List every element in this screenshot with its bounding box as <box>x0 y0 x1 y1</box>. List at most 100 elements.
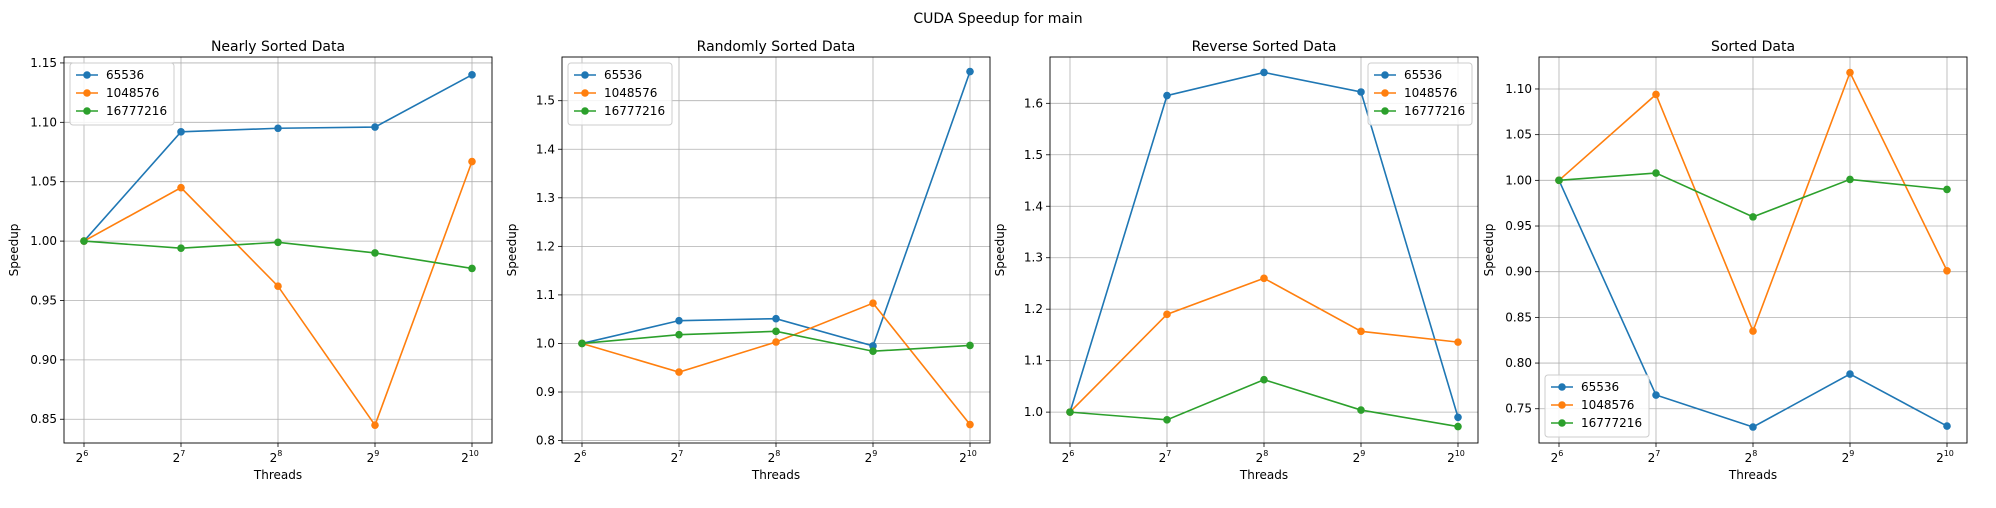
chart-3-x-tick-label: 28 <box>1745 449 1758 465</box>
chart-1-point-1048576 <box>772 338 780 346</box>
chart-3-y-tick-label: 0.75 <box>1505 402 1532 416</box>
chart-0-legend-label-16777216: 16777216 <box>106 104 167 118</box>
chart-0-x-tick-base: 2 <box>461 451 469 465</box>
chart-1-y-tick-label: 1.3 <box>536 191 555 205</box>
chart-2-point-1048576 <box>1163 310 1171 319</box>
chart-0-y-tick-label: 0.85 <box>30 412 57 426</box>
chart-1-y-tick-label: 1.5 <box>536 94 555 108</box>
chart-panel-reverse-sorted: Reverse Sorted Data 1.0 1.1 1.2 1.3 1.4 1.5 1.6… <box>993 39 1479 482</box>
chart-3-legend-swatch-marker <box>1558 383 1566 391</box>
chart-0-point-65536 <box>177 128 185 136</box>
chart-2-axes-frame <box>1049 56 1479 444</box>
chart-2-x-tick-label: 210 <box>1447 449 1465 465</box>
chart-0-point-16777216 <box>468 264 476 273</box>
chart-0-y-tick-label: 0.90 <box>30 353 57 367</box>
chart-3-point-65536 <box>1652 391 1660 399</box>
chart-3-y-tick-label: 1.10 <box>1505 82 1532 96</box>
chart-0-x-tick-label: 29 <box>367 449 380 465</box>
chart-2-point-16777216 <box>1357 406 1365 414</box>
chart-1-point-65536 <box>675 316 683 325</box>
chart-0-point-1048576 <box>177 183 185 192</box>
chart-0-legend-label-65536: 65536 <box>106 68 144 82</box>
chart-1-legend-label-16777216: 16777216 <box>604 104 665 118</box>
chart-2-x-tick-label: 28 <box>1256 449 1269 465</box>
chart-0-legend-swatch-marker <box>83 71 91 79</box>
chart-2-point-65536 <box>1260 68 1268 77</box>
chart-3-x-tick-base: 2 <box>1936 451 1944 465</box>
chart-1-x-tick-exponent: 8 <box>775 449 780 458</box>
chart-1-point-1048576 <box>966 420 974 429</box>
chart-0-y-tick-label: 1.10 <box>30 115 57 129</box>
chart-0-x-tick-base: 2 <box>270 451 278 465</box>
chart-1-point-1048576 <box>869 299 877 307</box>
chart-1-y-tick-label: 1.4 <box>536 142 555 156</box>
chart-2-point-65536 <box>1357 88 1365 96</box>
chart-3-point-1048576 <box>1846 68 1854 77</box>
chart-2-point-1048576 <box>1260 274 1268 283</box>
chart-3-title: Sorted Data <box>1711 39 1795 55</box>
chart-3-x-tick-base: 2 <box>1551 451 1559 465</box>
chart-0-point-1048576 <box>274 282 282 291</box>
chart-0-point-16777216 <box>274 238 282 247</box>
chart-3-legend-label-16777216: 16777216 <box>1581 416 1642 430</box>
chart-1-x-tick-base: 2 <box>865 451 873 465</box>
chart-1-point-1048576 <box>675 368 683 376</box>
chart-2-point-1048576 <box>1357 327 1365 336</box>
chart-2-x-tick-label: 27 <box>1159 449 1172 465</box>
chart-3-x-tick-exponent: 9 <box>1849 449 1854 458</box>
chart-3-x-tick-base: 2 <box>1842 451 1850 465</box>
chart-2-y-tick-label: 1.0 <box>1024 405 1043 419</box>
chart-1-y-tick-label: 1.0 <box>536 336 555 350</box>
chart-3-point-1048576 <box>1749 327 1757 335</box>
chart-3-legend-swatch-marker <box>1558 401 1566 409</box>
chart-0-point-16777216 <box>371 249 379 257</box>
chart-2-y-axis-label: Speedup <box>993 224 1007 277</box>
chart-0-point-16777216 <box>80 237 88 245</box>
chart-3-legend-box <box>1544 374 1650 438</box>
chart-1-point-65536 <box>772 314 780 323</box>
chart-3-y-tick-label: 0.90 <box>1505 265 1532 279</box>
chart-1-x-tick-label: 26 <box>574 449 587 465</box>
chart-3-y-tick-label: 1.05 <box>1505 128 1532 142</box>
chart-2-legend-swatch-marker <box>1381 71 1389 79</box>
chart-3-legend: 65536 1048576 16777216 <box>1544 374 1650 438</box>
chart-2-point-65536 <box>1454 413 1462 422</box>
chart-0-x-tick-base: 2 <box>76 451 84 465</box>
chart-3-y-axis-label: Speedup <box>1482 224 1496 277</box>
chart-1-y-axis-label: Speedup <box>505 224 519 277</box>
chart-1-legend-swatch-marker <box>581 89 589 97</box>
chart-3-point-16777216 <box>1943 185 1951 194</box>
chart-0-x-tick-label: 27 <box>173 449 186 465</box>
chart-3-point-65536 <box>1846 370 1854 378</box>
chart-2-x-tick-exponent: 9 <box>1360 449 1365 458</box>
chart-0-point-16777216 <box>177 244 185 253</box>
chart-3-point-65536 <box>1943 422 1951 430</box>
chart-1-point-16777216 <box>675 330 683 339</box>
chart-1-x-tick-label: 28 <box>768 449 781 465</box>
chart-1-x-tick-base: 2 <box>671 451 679 465</box>
chart-1-x-tick-exponent: 10 <box>967 449 977 458</box>
chart-3-x-tick-exponent: 10 <box>1944 449 1954 458</box>
chart-1-point-65536 <box>869 342 877 350</box>
chart-0-legend: 65536 1048576 16777216 <box>69 62 175 126</box>
chart-1-legend-label-1048576: 1048576 <box>604 86 657 100</box>
chart-2-y-tick-label: 1.5 <box>1024 148 1043 162</box>
chart-0-x-tick-base: 2 <box>173 451 181 465</box>
chart-2-point-16777216 <box>1454 422 1462 431</box>
chart-3-point-1048576 <box>1943 266 1951 275</box>
chart-3-x-tick-label: 210 <box>1936 449 1954 465</box>
chart-1-x-tick-label: 29 <box>865 449 878 465</box>
chart-1-x-tick-label: 210 <box>959 449 977 465</box>
chart-0-y-tick-label: 1.05 <box>30 175 57 189</box>
chart-3-x-tick-base: 2 <box>1648 451 1656 465</box>
chart-1-x-tick-base: 2 <box>959 451 967 465</box>
chart-1-y-tick-label: 1.1 <box>536 288 555 302</box>
chart-3-axes-frame <box>1538 56 1968 444</box>
chart-3-x-tick-exponent: 8 <box>1752 449 1757 458</box>
chart-3-point-16777216 <box>1749 213 1757 221</box>
chart-3-x-tick-label: 29 <box>1842 449 1855 465</box>
chart-1-point-65536 <box>966 67 974 76</box>
chart-1-legend-box <box>567 62 673 126</box>
chart-1-x-tick-base: 2 <box>768 451 776 465</box>
